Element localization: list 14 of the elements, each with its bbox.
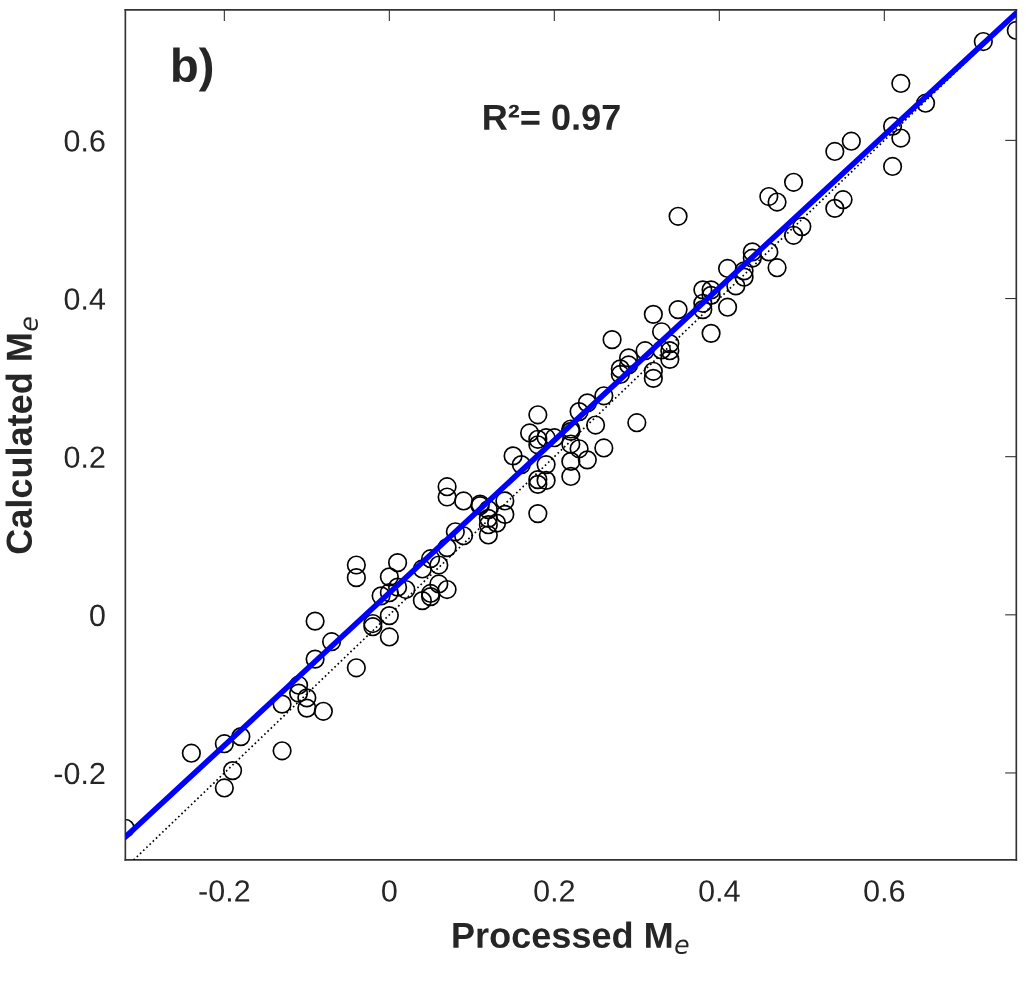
- x-tick-label: 0.4: [699, 880, 740, 902]
- x-axis-title: Processed M$_{e}$: [453, 921, 689, 955]
- x-tick-label: 0.6: [864, 880, 905, 902]
- y-tick-label: 0.4: [64, 288, 106, 310]
- x-tick-label: 0.2: [534, 880, 575, 902]
- y-axis-title: Calculated M$_{e}$: [5, 317, 38, 554]
- y-tick-label: 0.2: [64, 446, 105, 469]
- y-tick-label: -0.2: [54, 762, 105, 785]
- x-tick-label: -0.2: [199, 880, 250, 902]
- annotation: R²= 0.97: [484, 104, 620, 131]
- x-tick-label: 0: [382, 880, 397, 902]
- annotation: b): [173, 47, 213, 92]
- y-tick-label: 0.6: [64, 130, 105, 152]
- y-tick-label: 0: [90, 604, 105, 627]
